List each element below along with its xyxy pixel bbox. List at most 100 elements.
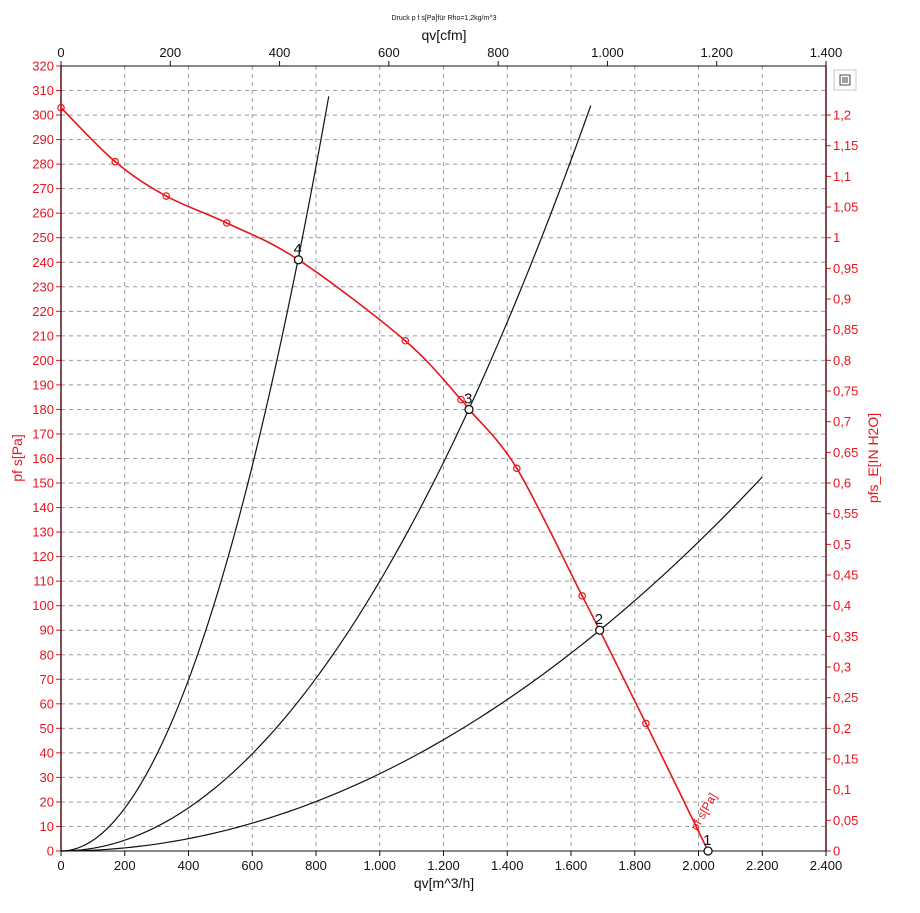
fan-curve-marker — [57, 103, 65, 112]
y-tick-label: 180 — [32, 402, 54, 417]
x2-tick-label: 1.000 — [591, 45, 624, 60]
y2-tick-label: 0,4 — [833, 598, 851, 613]
x-tick-label: 1.200 — [427, 858, 460, 873]
chart-title: Druck p f s[Pa]für Rho=1,2kg/m^3 — [391, 15, 496, 22]
y-tick-label: 110 — [33, 574, 54, 589]
x-tick-label: 800 — [305, 858, 327, 873]
y-tick-label: 280 — [32, 157, 54, 172]
y2-tick-label: 0,45 — [833, 568, 858, 583]
x-tick-label: 1.800 — [618, 858, 651, 873]
operating-point-marker — [595, 625, 605, 635]
y2-tick-label: 0,85 — [833, 322, 858, 337]
x2-tick-label: 0 — [57, 45, 64, 60]
y-tick-label: 10 — [40, 819, 54, 834]
operating-point-label: 1 — [703, 832, 711, 849]
y2-tick-label: 0,6 — [833, 476, 851, 491]
system-curve — [60, 105, 592, 852]
fan-curve-marker — [162, 192, 170, 200]
y-tick-label: 50 — [40, 721, 54, 736]
y-tick-label: 210 — [32, 328, 54, 343]
y-tick-label: 220 — [32, 304, 54, 319]
fan-curve-marker-dot — [404, 339, 407, 342]
operating-point-marker — [703, 846, 713, 856]
y-tick-label: 130 — [32, 525, 54, 540]
y-tick-label: 70 — [40, 672, 54, 687]
y2-tick-label: 0,65 — [833, 445, 858, 460]
x2-tick-label: 1.400 — [810, 45, 843, 60]
operating-point-label: 4 — [293, 241, 301, 258]
grid-lines — [61, 66, 826, 851]
y-tick-label: 60 — [40, 696, 54, 711]
operating-point-marker — [464, 404, 474, 415]
y-tick-label: 260 — [32, 206, 54, 221]
y-tick-label: 90 — [40, 623, 54, 638]
series-layer — [57, 96, 763, 852]
fan-curve-marker-dot — [515, 467, 518, 470]
y-tick-label: 20 — [40, 794, 54, 809]
fan-curve-marker — [578, 592, 586, 600]
fan-curve-marker — [222, 219, 231, 227]
fan-curve-marker-dot — [581, 594, 584, 597]
y2-tick-label: 0,25 — [833, 690, 858, 705]
x2-tick-label: 600 — [378, 45, 400, 60]
y-tick-label: 240 — [32, 255, 54, 270]
y-tick-label: 320 — [32, 59, 54, 74]
y2-tick-label: 0,75 — [833, 384, 858, 399]
y-tick-label: 300 — [32, 108, 54, 123]
y2-tick-label: 0,35 — [833, 629, 858, 644]
y-tick-label: 0 — [47, 844, 54, 859]
y2-tick-label: 0,05 — [833, 813, 858, 828]
y-tick-label: 290 — [32, 132, 54, 147]
fan-curve-marker — [111, 157, 119, 166]
y-tick-label: 310 — [32, 83, 54, 98]
x-tick-label: 200 — [114, 858, 136, 873]
x2-tick-label: 800 — [487, 45, 509, 60]
plot-frame — [60, 65, 827, 852]
fan-curve-marker-dot — [165, 195, 168, 197]
fan-curve-marker-dot — [225, 222, 228, 224]
y-tick-label: 100 — [32, 598, 54, 613]
fan-curve-marker-dot — [645, 722, 647, 725]
y2-tick-label: 0,95 — [833, 261, 858, 276]
y-tick-label: 170 — [32, 426, 54, 441]
y2-tick-label: 0,55 — [833, 506, 858, 521]
top-axis-title: qv[cfm] — [421, 27, 466, 43]
y-tick-label: 30 — [40, 770, 54, 785]
left-axis-title: pf s[Pa] — [9, 434, 25, 481]
system-curve — [60, 96, 330, 852]
system-curve — [60, 476, 763, 852]
fan-curve-marker-dot — [60, 106, 62, 109]
x2-tick-label: 200 — [159, 45, 181, 60]
y2-tick-label: 0,1 — [833, 782, 851, 797]
y-tick-label: 120 — [32, 549, 54, 564]
fan-curve-marker-dot — [460, 398, 462, 401]
x2-tick-label: 400 — [269, 45, 291, 60]
x-tick-label: 1.000 — [363, 858, 396, 873]
x-tick-label: 1.600 — [555, 858, 588, 873]
y2-tick-label: 0,5 — [833, 537, 851, 552]
operating-point-label: 2 — [595, 611, 603, 628]
y-tick-label: 190 — [32, 377, 54, 392]
y-tick-label: 140 — [32, 500, 54, 515]
bottom-axis-title: qv[m^3/h] — [414, 875, 474, 891]
right-axis-title: pfs_E[IN H2O] — [865, 413, 881, 503]
x-tick-label: 0 — [57, 858, 64, 873]
y2-tick-label: 1,1 — [833, 169, 851, 184]
y2-tick-label: 0,8 — [833, 353, 851, 368]
x-tick-label: 2.000 — [682, 858, 715, 873]
y-tick-label: 230 — [32, 279, 54, 294]
y-tick-label: 80 — [40, 647, 54, 662]
y2-tick-label: 1,05 — [833, 200, 858, 215]
x-tick-label: 400 — [178, 858, 200, 873]
y-tick-label: 270 — [32, 181, 54, 196]
y2-tick-label: 0,3 — [833, 660, 851, 675]
y-tick-label: 40 — [40, 745, 54, 760]
y2-tick-label: 0,9 — [833, 292, 851, 307]
zoom-icon[interactable] — [833, 69, 857, 91]
y-tick-label: 250 — [32, 230, 54, 245]
x-tick-label: 600 — [241, 858, 263, 873]
fan-curve-marker — [642, 719, 650, 728]
fan-curve-marker — [513, 464, 521, 473]
